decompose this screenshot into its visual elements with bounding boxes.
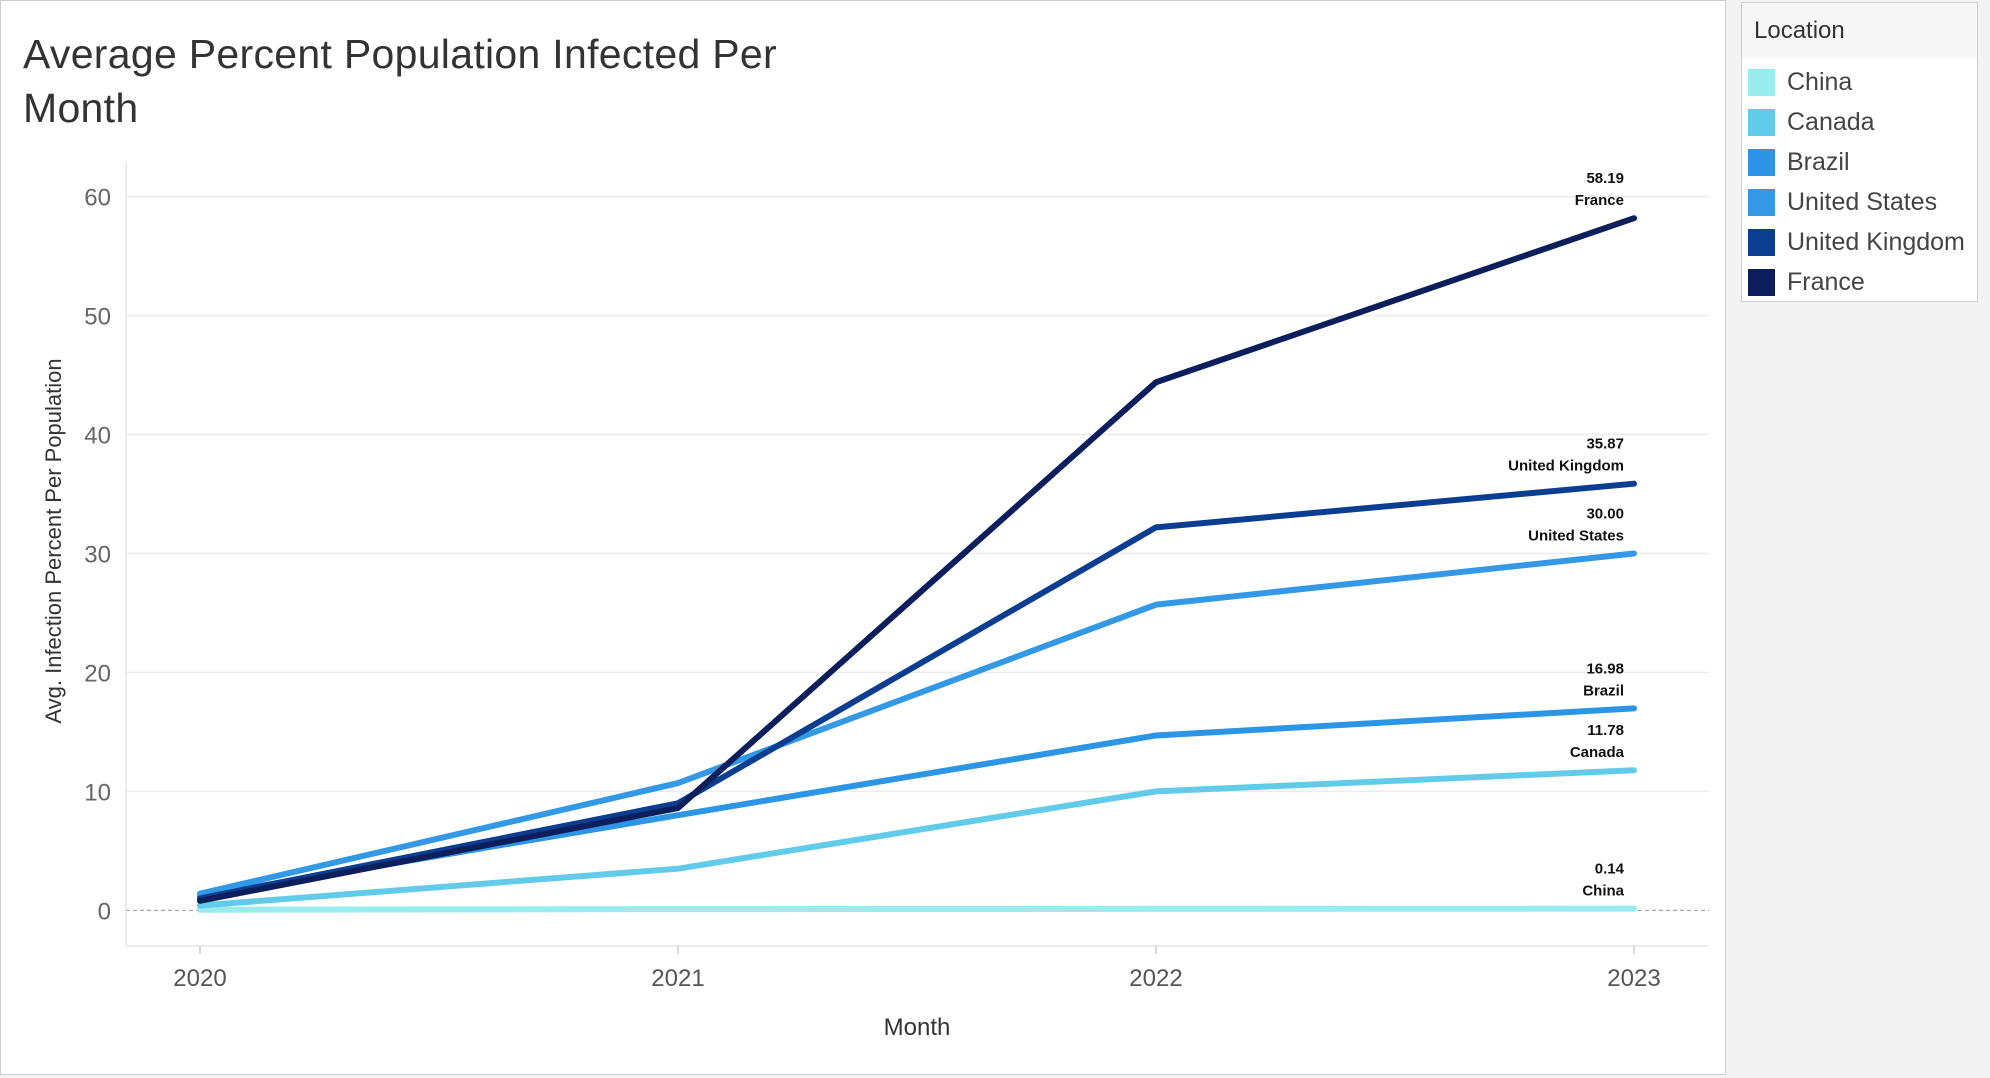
y-axis-title: Avg. Infection Percent Per Population — [41, 358, 66, 723]
legend-label: United States — [1787, 187, 1938, 216]
y-tick-label: 0 — [98, 898, 111, 925]
y-tick-label: 40 — [84, 423, 111, 450]
legend-item-france[interactable]: France — [1742, 262, 1977, 302]
y-tick-label: 20 — [84, 660, 111, 687]
legend-item-united-states[interactable]: United States — [1742, 182, 1977, 222]
end-name-label-brazil: Brazil — [1583, 682, 1624, 699]
legend-item-brazil[interactable]: Brazil — [1742, 142, 1977, 182]
chart-title: Average Percent Population Infected Per … — [23, 31, 777, 131]
legend-swatch — [1748, 68, 1775, 96]
legend-label: China — [1787, 67, 1853, 96]
legend-item-canada[interactable]: Canada — [1742, 102, 1977, 142]
x-tick-label: 2022 — [1129, 965, 1182, 992]
y-tick-label: 50 — [84, 304, 111, 331]
legend-item-china[interactable]: China — [1742, 62, 1977, 102]
series-line-brazil — [197, 705, 1637, 900]
chart-panel: Average Percent Population Infected Per … — [0, 0, 1726, 1075]
label-layer: 0.14 China 11.78 Canada 16.98 Brazil 30.00 Unit… — [1508, 170, 1624, 899]
legend-swatch — [1748, 148, 1775, 176]
end-name-label-china: China — [1582, 883, 1624, 900]
legend-label: France — [1787, 267, 1865, 296]
x-axis-title: Month — [884, 1014, 951, 1041]
series-line-france — [197, 215, 1637, 904]
series-line-united-kingdom — [197, 480, 1637, 902]
x-tick-label: 2020 — [173, 965, 226, 992]
end-value-label-canada: 11.78 — [1587, 722, 1624, 739]
end-value-label-china: 0.14 — [1595, 861, 1625, 878]
end-name-label-united-kingdom: United Kingdom — [1508, 458, 1624, 475]
line-chart: 0 10 20 30 40 50 60 2020 2021 2022 2023 Month Avg. I… — [41, 161, 1709, 1041]
series-line-united-states — [197, 550, 1637, 897]
legend-swatch — [1748, 108, 1775, 136]
end-name-label-france: France — [1575, 192, 1624, 209]
x-tick-label: 2023 — [1607, 965, 1660, 992]
legend: Location China Canada Brazil United Stat… — [1741, 2, 1978, 302]
y-tick-label: 10 — [84, 779, 111, 806]
legend-title: Location — [1742, 3, 1977, 58]
legend-swatch — [1748, 188, 1775, 216]
legend-label: Brazil — [1787, 147, 1850, 176]
end-value-label-united-kingdom: 35.87 — [1586, 436, 1624, 453]
end-value-label-brazil: 16.98 — [1586, 660, 1624, 677]
x-tick-label: 2021 — [651, 965, 704, 992]
legend-swatch — [1748, 268, 1775, 296]
series-line-china — [197, 905, 1637, 913]
legend-label: United Kingdom — [1787, 227, 1965, 256]
legend-items: China Canada Brazil United States United… — [1742, 58, 1977, 302]
series-layer — [197, 215, 1637, 913]
legend-label: Canada — [1787, 107, 1875, 136]
end-value-label-france: 58.19 — [1586, 170, 1624, 187]
grid-layer — [126, 195, 1709, 911]
series-line-canada — [197, 767, 1637, 909]
end-name-label-canada: Canada — [1570, 744, 1625, 761]
axis-layer: 0 10 20 30 40 50 60 2020 2021 2022 2023 Month Avg. I… — [41, 161, 1709, 1041]
legend-item-united-kingdom[interactable]: United Kingdom — [1742, 222, 1977, 262]
end-name-label-united-states: United States — [1528, 528, 1624, 545]
y-tick-label: 30 — [84, 542, 111, 569]
end-value-label-united-states: 30.00 — [1586, 506, 1624, 523]
y-tick-label: 60 — [84, 185, 111, 212]
legend-swatch — [1748, 228, 1775, 256]
